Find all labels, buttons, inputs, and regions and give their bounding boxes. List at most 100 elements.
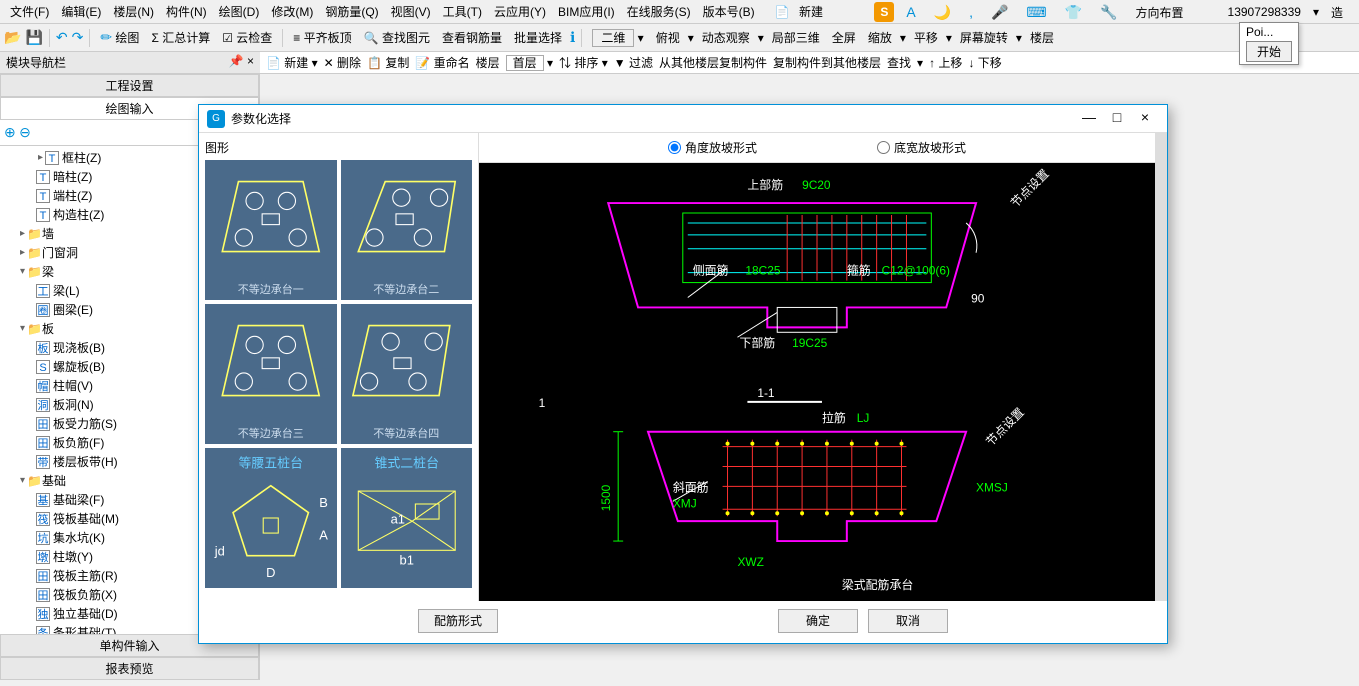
- expand-icon[interactable]: ⊕: [4, 124, 16, 140]
- toolbar-1: 📂 💾 ↶ ↷ ✏ 绘图 Σ 汇总计算 ☑ 云检查 ≡ 平齐板顶 🔍 查找图元 …: [0, 24, 1359, 52]
- svg-text:jd: jd: [214, 544, 225, 559]
- svg-text:节点设置: 节点设置: [983, 405, 1027, 449]
- rb-search[interactable]: 查找: [887, 54, 911, 71]
- tb-floorlayer[interactable]: 楼层: [1026, 29, 1058, 46]
- shape-3[interactable]: 不等边承台三: [205, 304, 337, 444]
- svg-text:90: 90: [971, 291, 985, 305]
- dialog-footer: 配筋形式 确定 取消: [199, 601, 1167, 641]
- tb-rotate[interactable]: 屏幕旋转: [956, 29, 1012, 46]
- ime-icon-mic[interactable]: 🎤: [985, 4, 1014, 21]
- svg-text:19C25: 19C25: [792, 336, 827, 350]
- shape-6[interactable]: 锥式二桩台 a1 b1: [341, 448, 473, 588]
- dialog-titlebar: G 参数化选择 — □ ×: [199, 105, 1167, 133]
- account-suffix: 造: [1325, 4, 1349, 21]
- shape-1[interactable]: 不等边承台一: [205, 160, 337, 300]
- rb-copy: 📋 复制: [367, 54, 409, 71]
- tb-topview[interactable]: 俯视: [652, 29, 684, 46]
- account-number: 13907298339: [1222, 5, 1307, 19]
- view-mode-select[interactable]: 二维: [592, 29, 634, 47]
- shape-5[interactable]: 等腰五桩台 D B A jd: [205, 448, 337, 588]
- menu-rebar[interactable]: 钢筋量(Q): [319, 3, 384, 20]
- tb-fullscreen[interactable]: 全屏: [828, 29, 860, 46]
- undo-icon[interactable]: ↶: [56, 29, 68, 46]
- tb-local3d[interactable]: 局部三维: [768, 29, 824, 46]
- rb-floor: 楼层: [476, 54, 500, 71]
- redo-icon[interactable]: ↷: [72, 29, 84, 46]
- rb-del: ✕ 删除: [324, 54, 361, 71]
- shape-4[interactable]: 不等边承台四: [341, 304, 473, 444]
- collapse-icon[interactable]: ⊖: [19, 124, 31, 140]
- svg-text:锥式二桩台: 锥式二桩台: [374, 455, 439, 470]
- menu-tool[interactable]: 工具(T): [437, 3, 488, 20]
- radio-angle[interactable]: 角度放坡形式: [668, 139, 757, 156]
- tb-sum[interactable]: Σ 汇总计算: [147, 29, 214, 46]
- ime-icon-moon[interactable]: 🌙: [928, 4, 957, 21]
- slope-radio-group: 角度放坡形式 底宽放坡形式: [479, 133, 1155, 163]
- dialog-min-button[interactable]: —: [1075, 109, 1103, 129]
- tb-pan[interactable]: 平移: [910, 29, 942, 46]
- svg-text:D: D: [266, 565, 275, 580]
- menu-modify[interactable]: 修改(M): [265, 3, 319, 20]
- nav-pin-icon[interactable]: 📌 ×: [229, 54, 254, 71]
- shape-scrollbar[interactable]: [1155, 133, 1167, 601]
- svg-text:XMJ: XMJ: [673, 496, 697, 510]
- menu-edit[interactable]: 编辑(E): [55, 3, 107, 20]
- tb-cloudcheck[interactable]: ☑ 云检查: [218, 29, 276, 46]
- tab-report[interactable]: 报表预览: [0, 657, 259, 680]
- tb-orbit[interactable]: 动态观察: [698, 29, 754, 46]
- rb-sort: ⇅ 排序 ▾: [559, 54, 608, 71]
- tb-info-icon[interactable]: ℹ: [570, 29, 575, 46]
- open-icon[interactable]: 📂: [4, 29, 21, 46]
- tb-viewrebar[interactable]: 查看钢筋量: [438, 29, 506, 46]
- menu-online[interactable]: 在线服务(S): [621, 3, 697, 20]
- menu-new[interactable]: 新建: [793, 5, 829, 19]
- tb-zoom[interactable]: 缩放: [864, 29, 896, 46]
- ime-icon-shirt[interactable]: 👕: [1059, 4, 1088, 21]
- cancel-button[interactable]: 取消: [868, 609, 948, 633]
- save-icon[interactable]: 💾: [25, 29, 42, 46]
- rb-rename: 📝 重命名: [415, 54, 469, 71]
- menu-floor[interactable]: 楼层(N): [107, 3, 160, 20]
- top-extras: S A 🌙 , 🎤 ⌨ 👕 🔧 方向布置 13907298339 ▾ 造: [874, 0, 1349, 24]
- floor-select[interactable]: 首层: [506, 55, 544, 71]
- radio-width[interactable]: 底宽放坡形式: [877, 139, 966, 156]
- ime-icon-wrench[interactable]: 🔧: [1094, 4, 1123, 21]
- menu-direction[interactable]: 方向布置: [1130, 4, 1190, 21]
- shape-2-label: 不等边承台二: [341, 281, 473, 297]
- dialog-app-icon: G: [207, 110, 225, 128]
- menu-bim[interactable]: BIM应用(I): [552, 3, 621, 20]
- ok-button[interactable]: 确定: [778, 609, 858, 633]
- rb-copyto[interactable]: 复制构件到其他楼层: [773, 54, 881, 71]
- dialog-close-button[interactable]: ×: [1131, 109, 1159, 129]
- menu-view[interactable]: 视图(V): [385, 3, 437, 20]
- svg-text:侧面筋: 侧面筋: [693, 264, 729, 278]
- svg-text:上部筋: 上部筋: [747, 178, 783, 192]
- svg-text:拉筋: 拉筋: [822, 411, 846, 425]
- rb-movedown: ↓ 下移: [968, 54, 1001, 71]
- tb-align[interactable]: ≡ 平齐板顶: [289, 29, 355, 46]
- callout-start-button[interactable]: 开始: [1246, 41, 1292, 62]
- cad-preview[interactable]: 上部筋 9C20 侧面筋 18C25 箍筋 C12@100(6) 下部筋 19C…: [479, 163, 1155, 601]
- menu-cloud[interactable]: 云应用(Y): [488, 3, 552, 20]
- nav-title-bar: 模块导航栏 📌 ×: [0, 52, 260, 73]
- menu-version[interactable]: 版本号(B): [697, 3, 761, 20]
- tab-project[interactable]: 工程设置: [0, 74, 259, 97]
- shape-label: 图形: [205, 139, 472, 156]
- dialog-max-button[interactable]: □: [1103, 109, 1131, 129]
- shape-2[interactable]: 不等边承台二: [341, 160, 473, 300]
- tb-find: 🔍 查找图元: [360, 29, 434, 46]
- ime-icon-kbd[interactable]: ⌨: [1020, 4, 1052, 21]
- menu-draw[interactable]: 绘图(D): [213, 3, 266, 20]
- rb-moveup: ↑ 上移: [929, 54, 962, 71]
- svg-text:梁式配筋承台: 梁式配筋承台: [842, 578, 913, 592]
- tb-batchsel[interactable]: 批量选择: [510, 29, 566, 46]
- rebar-form-button[interactable]: 配筋形式: [418, 609, 498, 633]
- rb-copyfrom[interactable]: 从其他楼层复制构件: [659, 54, 767, 71]
- shape-1-label: 不等边承台一: [205, 281, 337, 297]
- ime-icon-a[interactable]: A: [900, 4, 921, 20]
- svg-text:A: A: [319, 528, 328, 543]
- ime-icon-comma[interactable]: ,: [963, 4, 979, 20]
- menu-file[interactable]: 文件(F): [4, 3, 55, 20]
- svg-text:C12@100(6): C12@100(6): [882, 264, 950, 278]
- menu-component[interactable]: 构件(N): [160, 3, 213, 20]
